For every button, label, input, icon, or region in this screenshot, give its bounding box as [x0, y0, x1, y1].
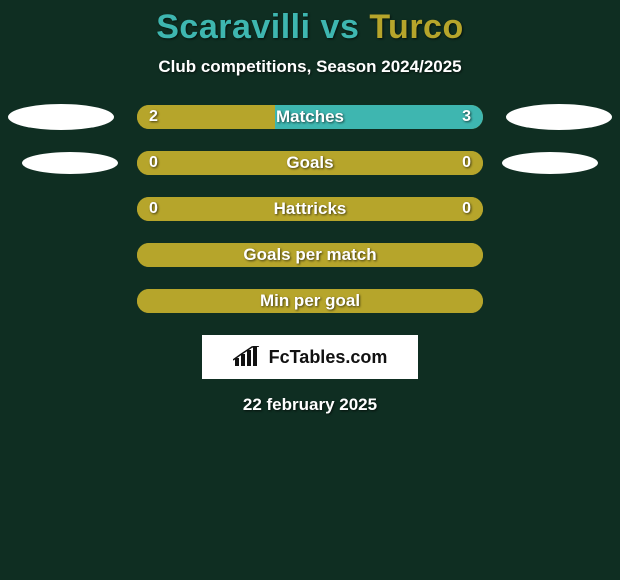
title-player-a: Scaravilli [156, 8, 310, 46]
stat-row: 00Goals [0, 151, 620, 175]
title-player-b: Turco [369, 8, 463, 46]
bar-fill-left [137, 151, 483, 175]
team-marker-right [502, 152, 598, 174]
team-marker-left [8, 104, 114, 130]
subtitle: Club competitions, Season 2024/2025 [0, 57, 620, 77]
stat-bar: 23Matches [137, 105, 483, 129]
branding-text: FcTables.com [269, 347, 388, 368]
bar-fill-left [137, 289, 483, 313]
footer-date: 22 february 2025 [0, 395, 620, 415]
bar-fill-right [275, 105, 483, 129]
stat-bar: 00Hattricks [137, 197, 483, 221]
stat-rows: 23Matches 00Goals 00Hattricks Goals per mat… [0, 105, 620, 313]
title-vs: vs [321, 8, 360, 46]
page-title: Scaravilli vs Turco [0, 8, 620, 47]
bar-fill-left [137, 243, 483, 267]
stat-bar: Min per goal [137, 289, 483, 313]
stat-row: 23Matches [0, 105, 620, 129]
stat-bar: 00Goals [137, 151, 483, 175]
team-marker-right [506, 104, 612, 130]
stat-row: Min per goal [0, 289, 620, 313]
stats-card: Scaravilli vs Turco Club competitions, S… [0, 0, 620, 580]
stat-row: 00Hattricks [0, 197, 620, 221]
team-marker-left [22, 152, 118, 174]
bar-fill-left [137, 105, 275, 129]
bar-fill-left [137, 197, 483, 221]
stat-row: Goals per match [0, 243, 620, 267]
chart-icon [233, 346, 263, 368]
stat-bar: Goals per match [137, 243, 483, 267]
branding-box: FcTables.com [202, 335, 418, 379]
